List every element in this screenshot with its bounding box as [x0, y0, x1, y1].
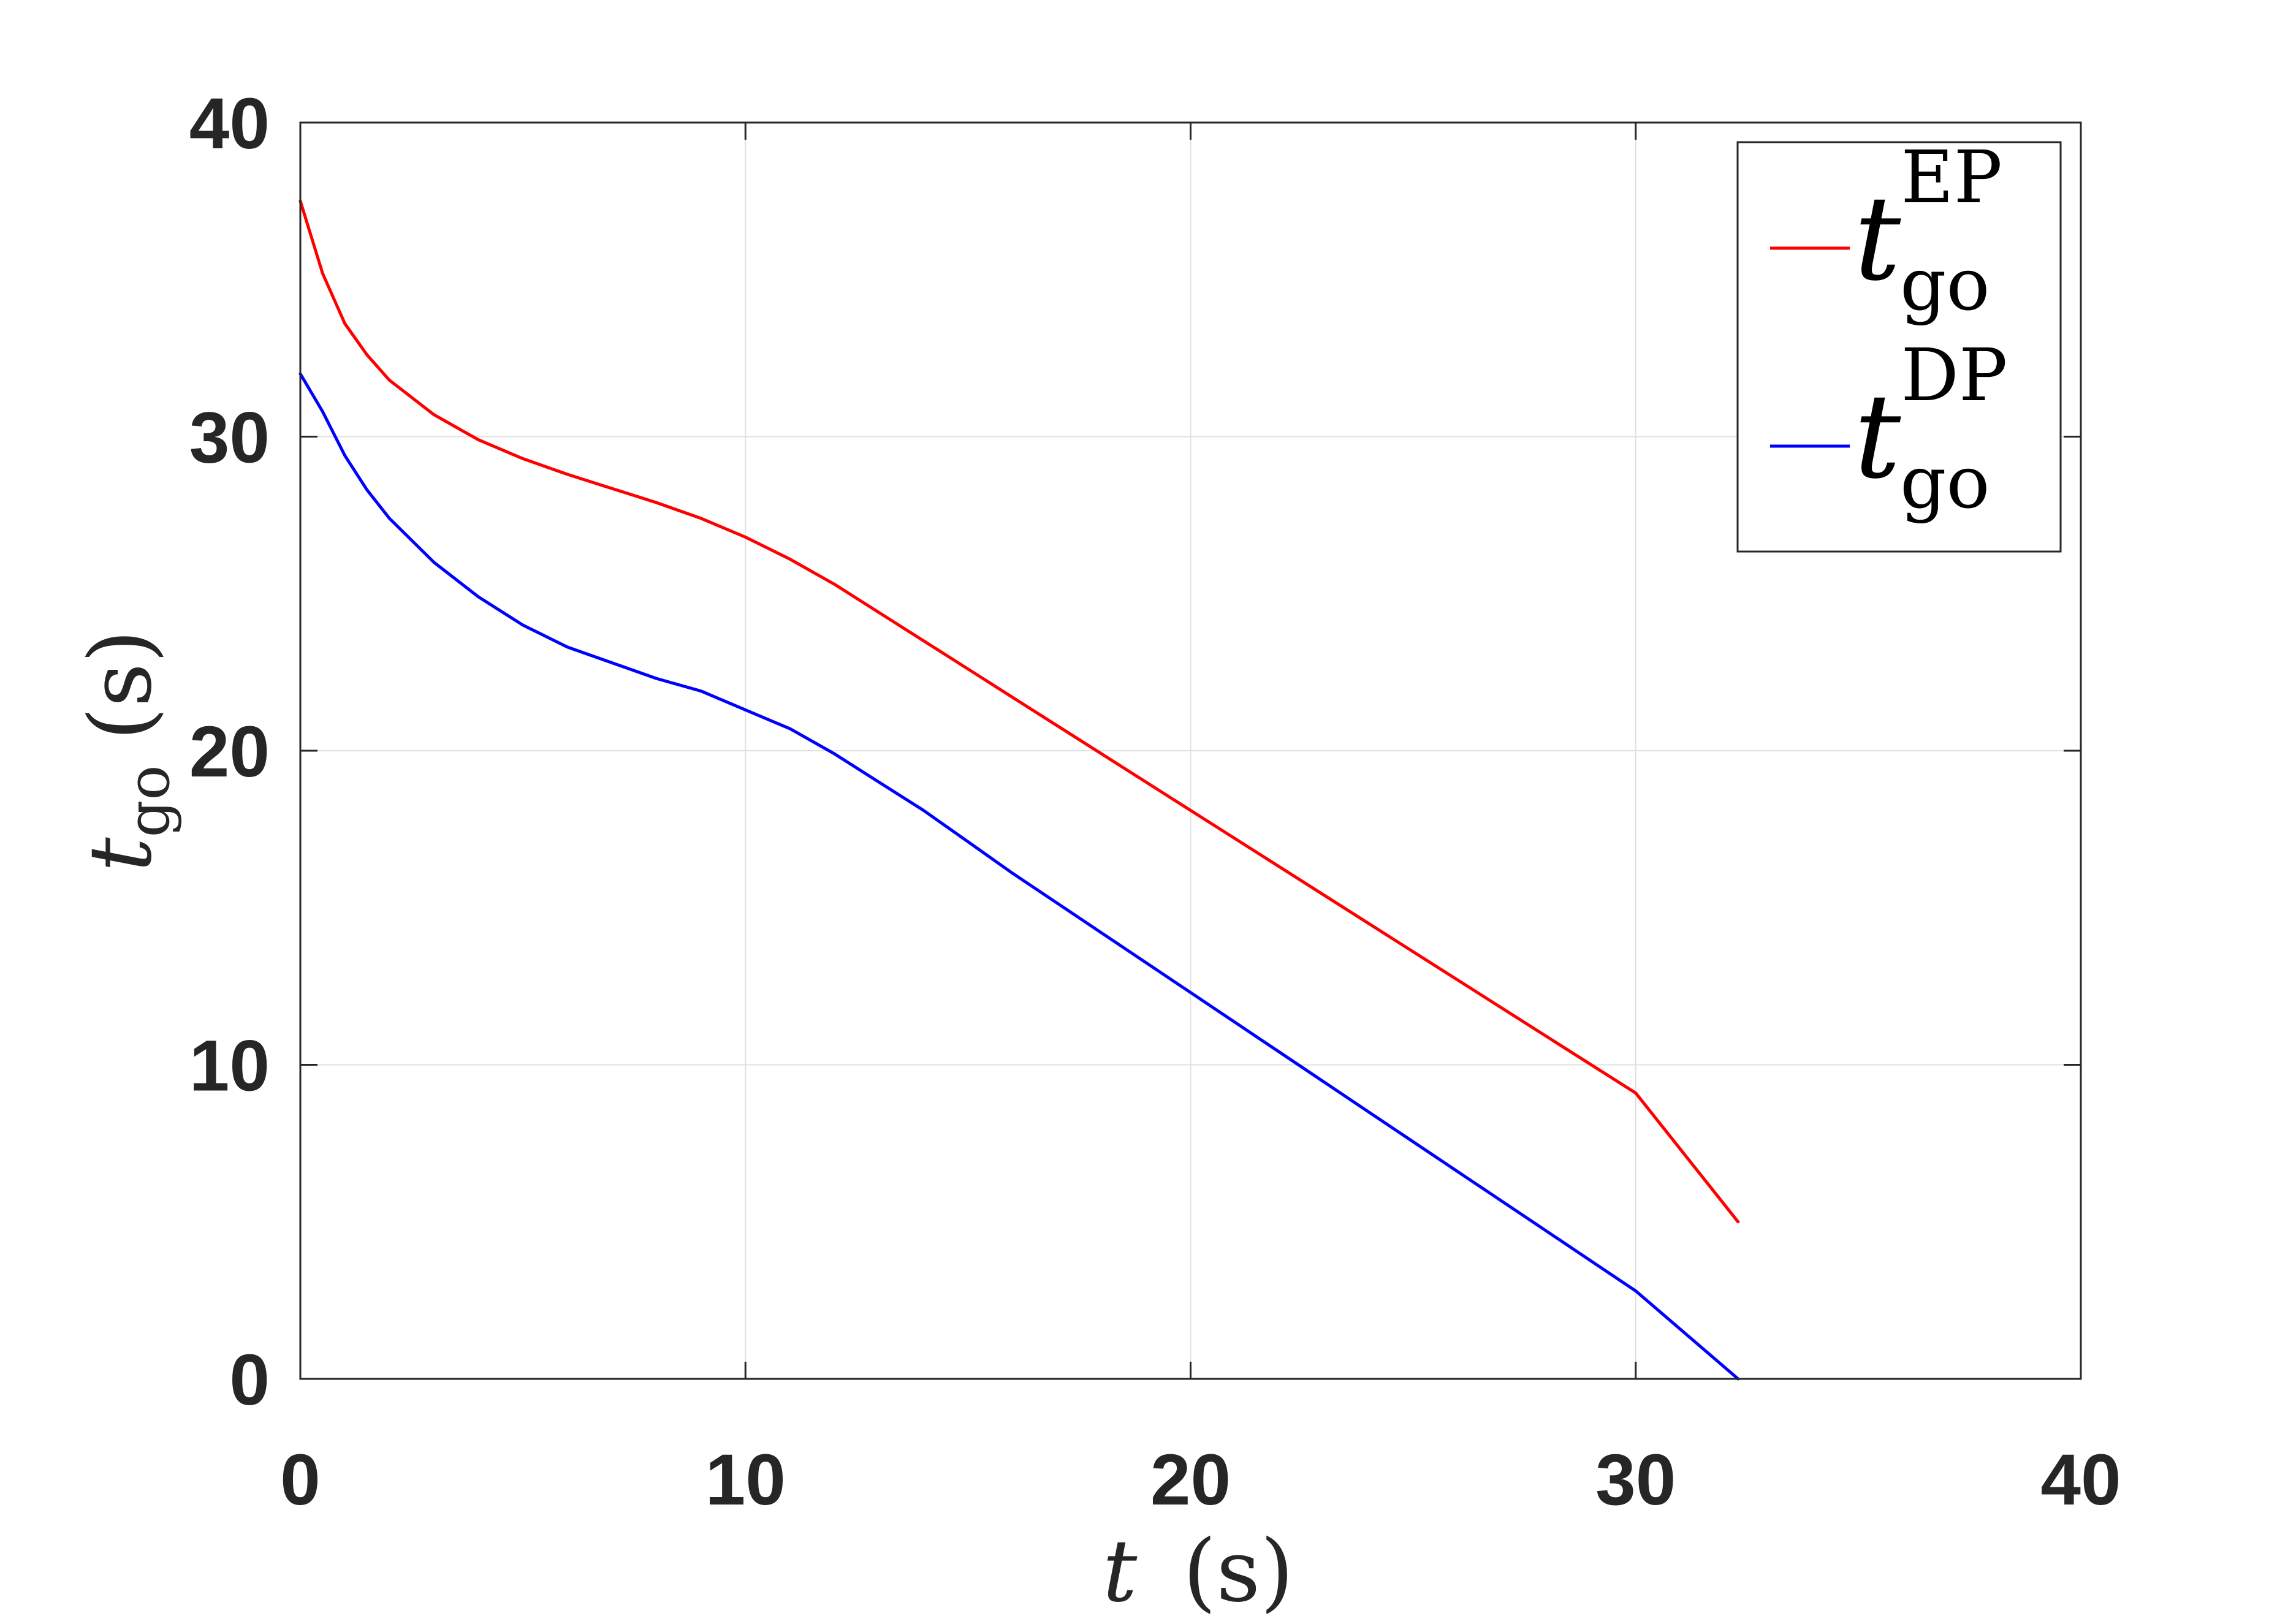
- legend-label-dp-sup: DP: [1901, 333, 2007, 417]
- legend-label-ep: tEP: [1854, 135, 2002, 306]
- y-axis-title-group: tgo (s): [71, 629, 183, 871]
- legend: tEP go tDP go: [1736, 135, 2062, 553]
- legend-box: [1736, 141, 2062, 553]
- tick-marks: [299, 121, 2082, 1380]
- legend-label-dp: tDP: [1854, 333, 2007, 504]
- series-line-dp: [298, 372, 1740, 1381]
- y-tick-label-0: 0: [229, 1340, 270, 1421]
- x-tick-label-4: 40: [2040, 1440, 2121, 1520]
- y-axis-title-sub: go: [115, 765, 183, 837]
- series-line-ep: [298, 199, 1740, 1224]
- y-axis-title-main: t: [71, 837, 171, 872]
- legend-label-ep-subscript: go: [1900, 242, 1990, 327]
- legend-label-ep-sup: EP: [1901, 135, 2002, 219]
- x-tick-label-3: 30: [1595, 1440, 1676, 1520]
- x-axis-title: t (s): [1103, 1522, 1294, 1622]
- y-tick-label-3: 30: [189, 398, 270, 479]
- y-tick-label-2: 20: [189, 711, 270, 792]
- x-tick-labels: 0 10 20 30 40: [280, 1440, 2121, 1520]
- x-axis-title-unit: (s): [1183, 1522, 1294, 1622]
- y-axis-title: tgo (s): [71, 629, 183, 871]
- y-tick-labels: 0 10 20 30 40: [189, 83, 270, 1421]
- x-tick-label-0: 0: [280, 1440, 321, 1520]
- y-tick-label-1: 10: [189, 1026, 270, 1107]
- series-lines: [298, 199, 1740, 1381]
- x-tick-label-2: 20: [1150, 1440, 1231, 1520]
- legend-label-dp-main: t: [1854, 369, 1901, 504]
- x-axis-title-main: t: [1103, 1522, 1138, 1622]
- legend-label-dp-subscript: go: [1900, 440, 1990, 525]
- y-tick-label-4: 40: [189, 83, 270, 164]
- legend-label-ep-main: t: [1854, 171, 1901, 306]
- y-axis-title-unit: (s): [71, 629, 171, 740]
- x-tick-label-1: 10: [705, 1440, 786, 1520]
